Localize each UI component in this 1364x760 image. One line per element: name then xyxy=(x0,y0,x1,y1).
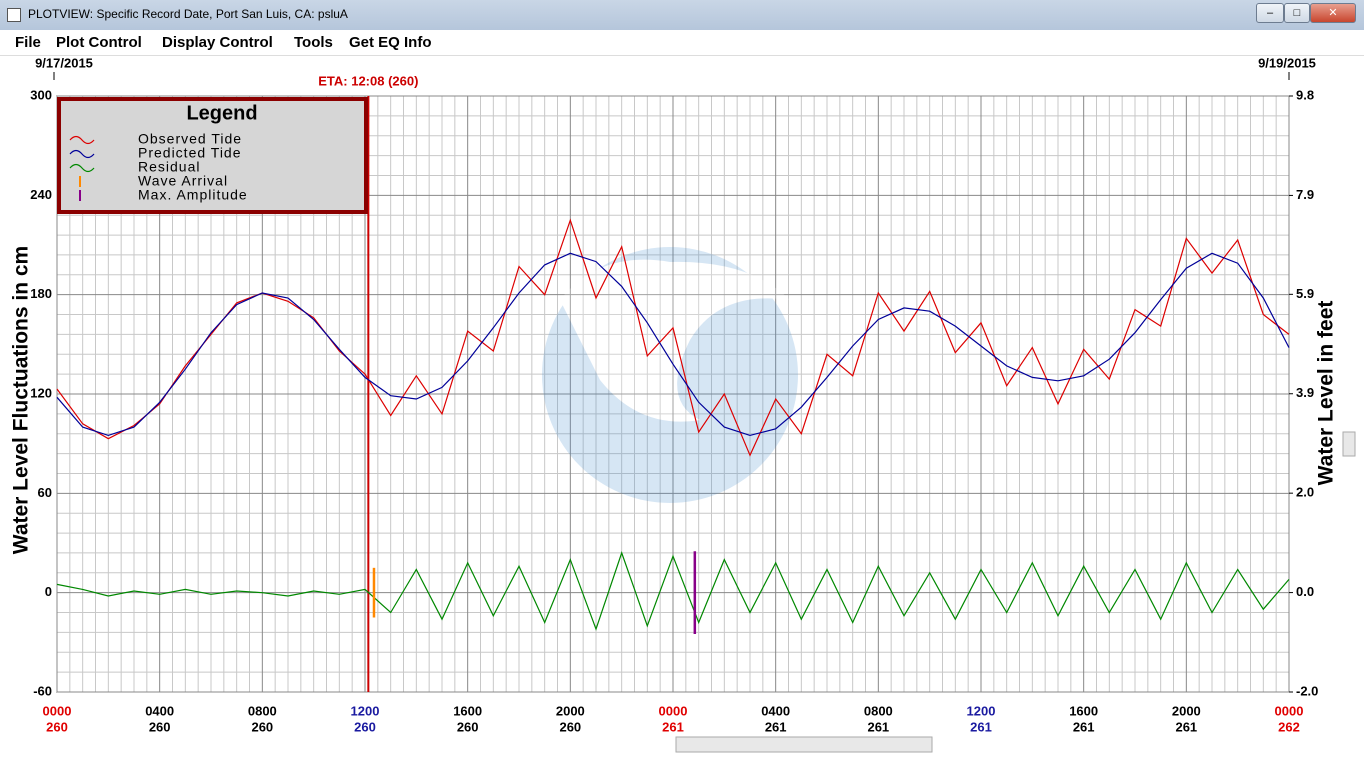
legend-box xyxy=(57,97,368,214)
y2-tick-label: 9.8 xyxy=(1296,87,1314,102)
x-tick-label: 0000 xyxy=(1275,703,1304,718)
side-scroll-thumb[interactable] xyxy=(1342,431,1356,457)
x-tick-day: 260 xyxy=(46,719,68,734)
window-title: PLOTVIEW: Specific Record Date, Port San… xyxy=(28,7,348,21)
x-tick-day: 261 xyxy=(662,719,684,734)
y-tick-label: 60 xyxy=(38,485,52,500)
x-tick-day: 261 xyxy=(1175,719,1197,734)
x-tick-label: 0400 xyxy=(761,703,790,718)
legend-title: Legend xyxy=(186,102,257,124)
y2-tick-label: 5.9 xyxy=(1296,286,1314,301)
x-tick-day: 262 xyxy=(1278,719,1300,734)
x-tick-label: 2000 xyxy=(1172,703,1201,718)
menu-item[interactable]: Tools xyxy=(294,34,333,51)
watermark-logo xyxy=(542,247,798,503)
app-icon xyxy=(7,8,21,22)
start-date: 9/17/2015 xyxy=(35,55,93,70)
menu-item[interactable]: Plot Control xyxy=(56,34,142,51)
eta-label: ETA: 12:08 (260) xyxy=(318,73,418,88)
x-tick-label: 0800 xyxy=(864,703,893,718)
series-line xyxy=(56,551,1290,631)
x-tick-label: 0800 xyxy=(248,703,277,718)
x-tick-label: 0000 xyxy=(43,703,72,718)
maximize-button[interactable]: □ xyxy=(1284,3,1310,23)
legend-swatch xyxy=(69,149,95,159)
scrollbar-thumb[interactable] xyxy=(675,736,933,753)
title-bar: PLOTVIEW: Specific Record Date, Port San… xyxy=(0,0,1364,30)
y-tick-label: 120 xyxy=(30,385,52,400)
x-tick-day: 261 xyxy=(970,719,992,734)
y-tick-label: 240 xyxy=(30,187,52,202)
legend-label: Predicted Tide xyxy=(138,145,242,161)
y-axis-label: Water Level Fluctuations in cm xyxy=(10,246,33,554)
menu-item[interactable]: File xyxy=(15,34,41,51)
x-tick-day: 261 xyxy=(867,719,889,734)
close-button[interactable]: ✕ xyxy=(1310,3,1356,23)
x-tick-label: 1200 xyxy=(967,703,996,718)
x-tick-day: 260 xyxy=(559,719,581,734)
x-tick-day: 260 xyxy=(354,719,376,734)
x-tick-day: 261 xyxy=(1073,719,1095,734)
x-tick-label: 1600 xyxy=(453,703,482,718)
y2-tick-label: 0.0 xyxy=(1296,584,1314,599)
y-tick-label: 300 xyxy=(30,87,52,102)
y-tick-label: 0 xyxy=(45,584,52,599)
series-line xyxy=(56,252,1290,437)
x-tick-label: 0000 xyxy=(659,703,688,718)
legend-label: Residual xyxy=(138,159,200,175)
minimize-button[interactable]: – xyxy=(1256,3,1284,23)
y2-tick-label: 2.0 xyxy=(1296,485,1314,500)
y-tick-label: -60 xyxy=(33,683,52,698)
y2-tick-label: -2.0 xyxy=(1296,683,1318,698)
y-tick-label: 180 xyxy=(30,286,52,301)
legend-label: Observed Tide xyxy=(138,131,242,147)
menu-bar: File Plot Control Display Control Tools … xyxy=(0,30,1364,56)
menu-item[interactable]: Get EQ Info xyxy=(349,34,432,51)
x-tick-day: 260 xyxy=(149,719,171,734)
y2-tick-label: 7.9 xyxy=(1296,187,1314,202)
x-tick-label: 0400 xyxy=(145,703,174,718)
legend-label: Wave Arrival xyxy=(138,173,228,189)
x-tick-label: 2000 xyxy=(556,703,585,718)
x-tick-day: 260 xyxy=(457,719,479,734)
y2-axis-label: Water Level in feet xyxy=(1315,301,1338,486)
end-date: 9/19/2015 xyxy=(1258,55,1316,70)
legend-swatch xyxy=(69,135,95,145)
x-tick-day: 261 xyxy=(765,719,787,734)
y2-tick-label: 3.9 xyxy=(1296,385,1314,400)
menu-item[interactable]: Display Control xyxy=(162,34,273,51)
x-tick-label: 1200 xyxy=(351,703,380,718)
legend-label: Max. Amplitude xyxy=(138,187,248,203)
x-tick-day: 260 xyxy=(251,719,273,734)
x-tick-label: 1600 xyxy=(1069,703,1098,718)
legend-swatch xyxy=(69,163,95,173)
